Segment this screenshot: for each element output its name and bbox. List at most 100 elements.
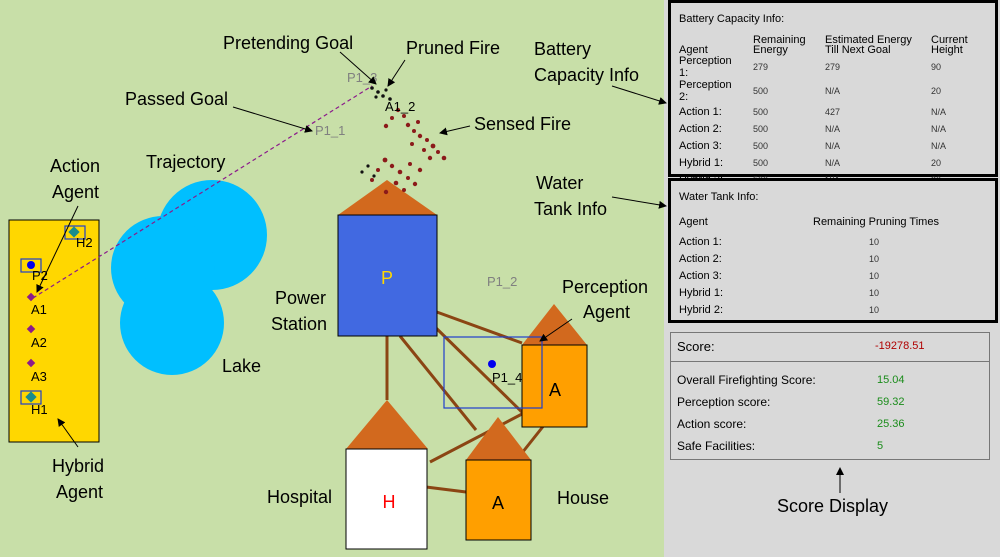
- annotation-hospital: Hospital: [267, 487, 332, 507]
- battery-cell: 20: [931, 86, 942, 96]
- water-cell: Action 2:: [679, 252, 722, 265]
- annotation-pruned-fire: Pruned Fire: [406, 38, 500, 58]
- water-cell: Hybrid 1:: [679, 286, 724, 299]
- battery-capacity-panel: Battery Capacity Info: Agent Remaining E…: [668, 0, 998, 186]
- water-cell: Action 1:: [679, 235, 722, 248]
- house-building-right[interactable]: A: [521, 304, 588, 428]
- battery-cell: N/A: [931, 140, 947, 151]
- annotation-passed-goal: Passed Goal: [125, 89, 228, 109]
- table-row: Action 3: 500 N/A N/A: [677, 137, 995, 154]
- lake: [111, 180, 267, 375]
- perception-view-box: [443, 336, 543, 409]
- table-row: Hybrid 1: 10: [677, 284, 941, 301]
- overall-score-label: Overall Firefighting Score:: [677, 373, 816, 387]
- water-cell: 10: [869, 304, 880, 315]
- battery-cell: N/A: [931, 106, 947, 117]
- battery-cell: Perception 2:: [679, 79, 732, 103]
- goal-label-p1-2: P1_2: [487, 274, 517, 289]
- annotation-sensed-fire: Sensed Fire: [474, 114, 571, 134]
- water-table-header: Agent Remaining Pruning Times: [677, 211, 941, 233]
- agent-label-a2: A2: [31, 335, 47, 350]
- table-row: Perception 2: 500 N/A 20: [677, 79, 995, 103]
- table-row: Perception 1: 279 279 90: [677, 55, 995, 79]
- battery-cell: N/A: [825, 123, 841, 134]
- roads: [385, 309, 547, 494]
- table-row: Hybrid 2: 10: [677, 301, 941, 318]
- perception-agent-2-marker[interactable]: [27, 261, 35, 269]
- perception-agent-2-box: [20, 258, 42, 273]
- house-letter-upper: A: [549, 380, 561, 400]
- battery-table-header: Agent Remaining Energy Estimated Energy …: [677, 31, 995, 56]
- battery-cell: 427: [825, 106, 841, 117]
- power-station[interactable]: P: [337, 180, 438, 337]
- water-table: Agent Remaining Pruning Times Action 1: 1…: [677, 211, 941, 318]
- perception-score-value: 59.32: [877, 396, 905, 408]
- sensed-fire: [370, 107, 447, 195]
- house-building[interactable]: A: [465, 417, 532, 541]
- battery-cell: 500: [753, 106, 769, 117]
- annotation-action-agent-line1: Action: [50, 156, 100, 176]
- battery-header-agent: Agent: [679, 44, 708, 56]
- battery-cell: 500: [753, 140, 769, 151]
- action-score-value: 25.36: [877, 418, 905, 430]
- annotation-battery-line2: Capacity Info: [534, 65, 639, 85]
- battery-header-remaining: Remaining Energy: [753, 34, 806, 56]
- battery-table: Agent Remaining Energy Estimated Energy …: [677, 31, 995, 188]
- battery-cell: 90: [931, 62, 942, 72]
- score-label: Score:: [677, 339, 715, 354]
- agent-label-h2: H2: [76, 235, 93, 250]
- action-agent-3-marker[interactable]: [26, 358, 36, 368]
- annotation-action-agent-line2: Agent: [52, 182, 99, 202]
- action-agent-2-marker[interactable]: [26, 324, 36, 334]
- goal-label-p1-1: P1_1: [315, 123, 345, 138]
- action-score-label: Action score:: [677, 417, 747, 431]
- battery-cell: 500: [753, 123, 769, 134]
- annotation-perception-line2: Agent: [583, 302, 630, 322]
- table-row: Action 3: 10: [677, 267, 941, 284]
- score-value: -19278.51: [875, 340, 925, 352]
- annotation-power-line1: Power: [275, 288, 326, 308]
- goal-label-p1-4: P1_4: [492, 370, 522, 385]
- hospital-building[interactable]: H: [345, 400, 428, 550]
- annotation-house: House: [557, 488, 609, 508]
- battery-cell: 500: [753, 86, 769, 96]
- agent-label-a3: A3: [31, 369, 47, 384]
- perception-agent-1-marker[interactable]: [488, 360, 496, 368]
- agent-base-zone: [8, 219, 100, 443]
- annotation-hybrid-line2: Agent: [56, 482, 103, 502]
- hybrid-agent-1-box: [20, 390, 42, 405]
- annotation-score-display: Score Display: [777, 496, 888, 516]
- battery-cell: Action 1:: [679, 105, 722, 118]
- table-row: Hybrid 1: 500 N/A 20: [677, 154, 995, 171]
- battery-panel-title: Battery Capacity Info:: [679, 13, 785, 25]
- house-letter-lower: A: [492, 493, 504, 513]
- water-cell: 10: [869, 270, 880, 281]
- battery-cell: 500: [753, 157, 769, 168]
- safe-facilities-value: 5: [877, 440, 884, 452]
- agent-label-p2: P2: [32, 268, 48, 283]
- table-row: Action 2: 10: [677, 250, 941, 267]
- table-row: Action 2: 500 N/A N/A: [677, 120, 995, 137]
- power-station-letter: P: [381, 268, 393, 288]
- score-header: Score: -19278.51: [671, 333, 989, 362]
- battery-cell: N/A: [931, 123, 947, 134]
- battery-cell: Hybrid 1:: [679, 156, 724, 169]
- battery-cell: Action 2:: [679, 122, 722, 135]
- annotation-arrows: [36, 51, 844, 493]
- agent-label-h1: H1: [31, 402, 48, 417]
- battery-cell: N/A: [825, 140, 841, 151]
- agent-label-a1: A1: [31, 302, 47, 317]
- battery-cell: N/A: [825, 157, 841, 168]
- annotation-power-line2: Station: [271, 314, 327, 334]
- battery-cell: N/A: [825, 86, 841, 96]
- overall-score-value: 15.04: [877, 374, 905, 386]
- battery-cell: 279: [825, 62, 841, 72]
- annotation-battery-line1: Battery: [534, 39, 591, 59]
- battery-cell: 20: [931, 157, 942, 168]
- water-cell: 10: [869, 287, 880, 298]
- annotation-pretending-goal: Pretending Goal: [223, 33, 353, 53]
- water-cell: Hybrid 2:: [679, 303, 724, 316]
- water-cell: Action 3:: [679, 269, 722, 282]
- action-agent-1-marker[interactable]: [26, 292, 36, 302]
- battery-cell: Action 3:: [679, 139, 722, 152]
